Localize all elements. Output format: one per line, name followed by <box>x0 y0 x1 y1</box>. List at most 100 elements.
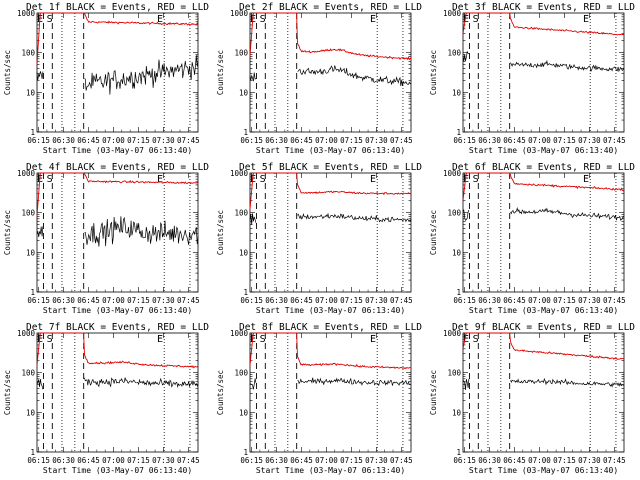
x-tick-label: 06:30 <box>478 296 501 305</box>
x-tick-label: 06:45 <box>290 456 313 465</box>
x-tick-label: 07:30 <box>578 296 601 305</box>
x-tick-label: 07:15 <box>553 296 576 305</box>
x-tick-label: 07:45 <box>390 456 413 465</box>
detector-panel-3: Det 3f BLACK = Events, RED = LLD 1 10 100 10… <box>429 2 635 155</box>
x-tick-label: 07:00 <box>528 456 551 465</box>
x-tick-label: 07:15 <box>340 456 363 465</box>
x-tick-label: 06:15 <box>240 296 263 305</box>
x-tick-label: 07:00 <box>315 456 338 465</box>
y-tick-label: 1000 <box>230 9 249 18</box>
y-tick-label: 1000 <box>230 169 249 178</box>
annotation-s: S <box>47 334 53 345</box>
y-tick-label: 100 <box>447 49 461 58</box>
y-tick-label: 1000 <box>443 9 462 18</box>
x-tick-label: 06:15 <box>240 136 263 145</box>
x-tick-label: 06:15 <box>453 296 476 305</box>
y-axis-ticks <box>463 14 624 133</box>
annotation-e-start: E <box>463 174 469 185</box>
plot-frame <box>249 12 412 133</box>
x-axis-ticks <box>464 173 615 292</box>
x-axis-ticks <box>38 173 189 292</box>
x-tick-label: 06:45 <box>290 136 313 145</box>
y-axis-label: Counts/sec <box>3 210 12 255</box>
x-tick-label: 06:30 <box>265 136 288 145</box>
y-tick-label: 10 <box>239 88 249 97</box>
x-tick-label: 06:30 <box>265 456 288 465</box>
x-tick-label: 06:15 <box>453 136 476 145</box>
time-markers <box>468 173 617 292</box>
y-axis-label: Counts/sec <box>3 370 12 415</box>
y-tick-label: 1 <box>243 128 248 137</box>
y-axis-label: Counts/sec <box>216 210 225 255</box>
x-tick-label: 06:15 <box>27 456 50 465</box>
y-tick-label: 100 <box>234 369 248 378</box>
x-tick-label: 07:00 <box>102 296 125 305</box>
series-lld-red <box>36 12 199 65</box>
x-axis-ticks <box>251 13 402 132</box>
x-axis-label: Start Time (03-May-07 06:13:40) <box>256 146 405 155</box>
y-tick-label: 1000 <box>443 169 462 178</box>
annotation-s: S <box>260 174 266 185</box>
x-tick-label: 07:00 <box>528 136 551 145</box>
panel-title: Det 1f BLACK = Events, RED = LLD <box>26 2 209 13</box>
annotation-e-end: E <box>157 334 163 345</box>
series-events-black <box>249 212 412 225</box>
time-markers <box>42 333 191 452</box>
y-axis-label: Counts/sec <box>3 50 12 95</box>
plot-frame <box>462 172 625 293</box>
x-tick-label: 06:45 <box>503 136 526 145</box>
annotation-e-start: E <box>463 14 469 25</box>
x-tick-label: 07:15 <box>553 456 576 465</box>
series-lld-red <box>249 332 412 370</box>
panel-title: Det 8f BLACK = Events, RED = LLD <box>239 322 422 333</box>
detector-panel-1: Det 1f BLACK = Events, RED = LLD 1 10 100 10… <box>3 2 209 155</box>
y-tick-label: 10 <box>26 248 36 257</box>
plot-frame <box>36 172 199 293</box>
x-tick-label: 06:15 <box>27 296 50 305</box>
x-axis-ticks <box>464 13 615 132</box>
detector-panel-4: Det 4f BLACK = Events, RED = LLD 1 10 100 10… <box>3 162 209 315</box>
annotation-e-end: E <box>157 14 163 25</box>
series-lld-red <box>36 172 199 217</box>
y-axis-ticks <box>37 334 198 453</box>
x-tick-label: 07:45 <box>177 456 200 465</box>
y-axis-label: Counts/sec <box>429 370 438 415</box>
x-tick-label: 07:30 <box>152 136 175 145</box>
x-tick-label: 07:45 <box>177 136 200 145</box>
x-tick-label: 06:45 <box>503 296 526 305</box>
series-events-black <box>462 50 625 73</box>
x-tick-label: 07:00 <box>315 136 338 145</box>
x-tick-label: 07:15 <box>340 136 363 145</box>
y-tick-label: 1000 <box>443 329 462 338</box>
panel-title: Det 4f BLACK = Events, RED = LLD <box>26 162 209 173</box>
y-tick-label: 100 <box>21 49 35 58</box>
x-tick-label: 07:00 <box>528 296 551 305</box>
plot-frame <box>249 332 412 453</box>
x-tick-label: 07:00 <box>315 296 338 305</box>
annotation-s: S <box>473 14 479 25</box>
x-tick-label: 07:30 <box>365 296 388 305</box>
annotation-e-end: E <box>370 14 376 25</box>
y-tick-label: 10 <box>452 88 462 97</box>
series-lld-red <box>36 332 199 369</box>
x-tick-label: 06:30 <box>265 296 288 305</box>
x-tick-label: 06:45 <box>77 136 100 145</box>
series-events-black <box>250 377 411 390</box>
annotation-e-end: E <box>583 174 589 185</box>
series-events-black <box>36 377 199 390</box>
x-tick-label: 06:15 <box>240 456 263 465</box>
annotation-s: S <box>260 334 266 345</box>
y-axis-label: Counts/sec <box>429 50 438 95</box>
y-tick-label: 100 <box>447 209 461 218</box>
y-axis-ticks <box>37 14 198 133</box>
y-tick-label: 10 <box>452 248 462 257</box>
x-tick-label: 07:30 <box>152 296 175 305</box>
detector-panel-2: Det 2f BLACK = Events, RED = LLD 1 10 100 10… <box>216 2 422 155</box>
series-lld-red <box>462 12 625 36</box>
annotation-e-start: E <box>463 334 469 345</box>
plot-frame <box>462 12 625 133</box>
y-tick-label: 1 <box>456 448 461 457</box>
panel-title: Det 3f BLACK = Events, RED = LLD <box>452 2 635 13</box>
y-tick-label: 10 <box>239 408 249 417</box>
y-tick-label: 1 <box>30 288 35 297</box>
